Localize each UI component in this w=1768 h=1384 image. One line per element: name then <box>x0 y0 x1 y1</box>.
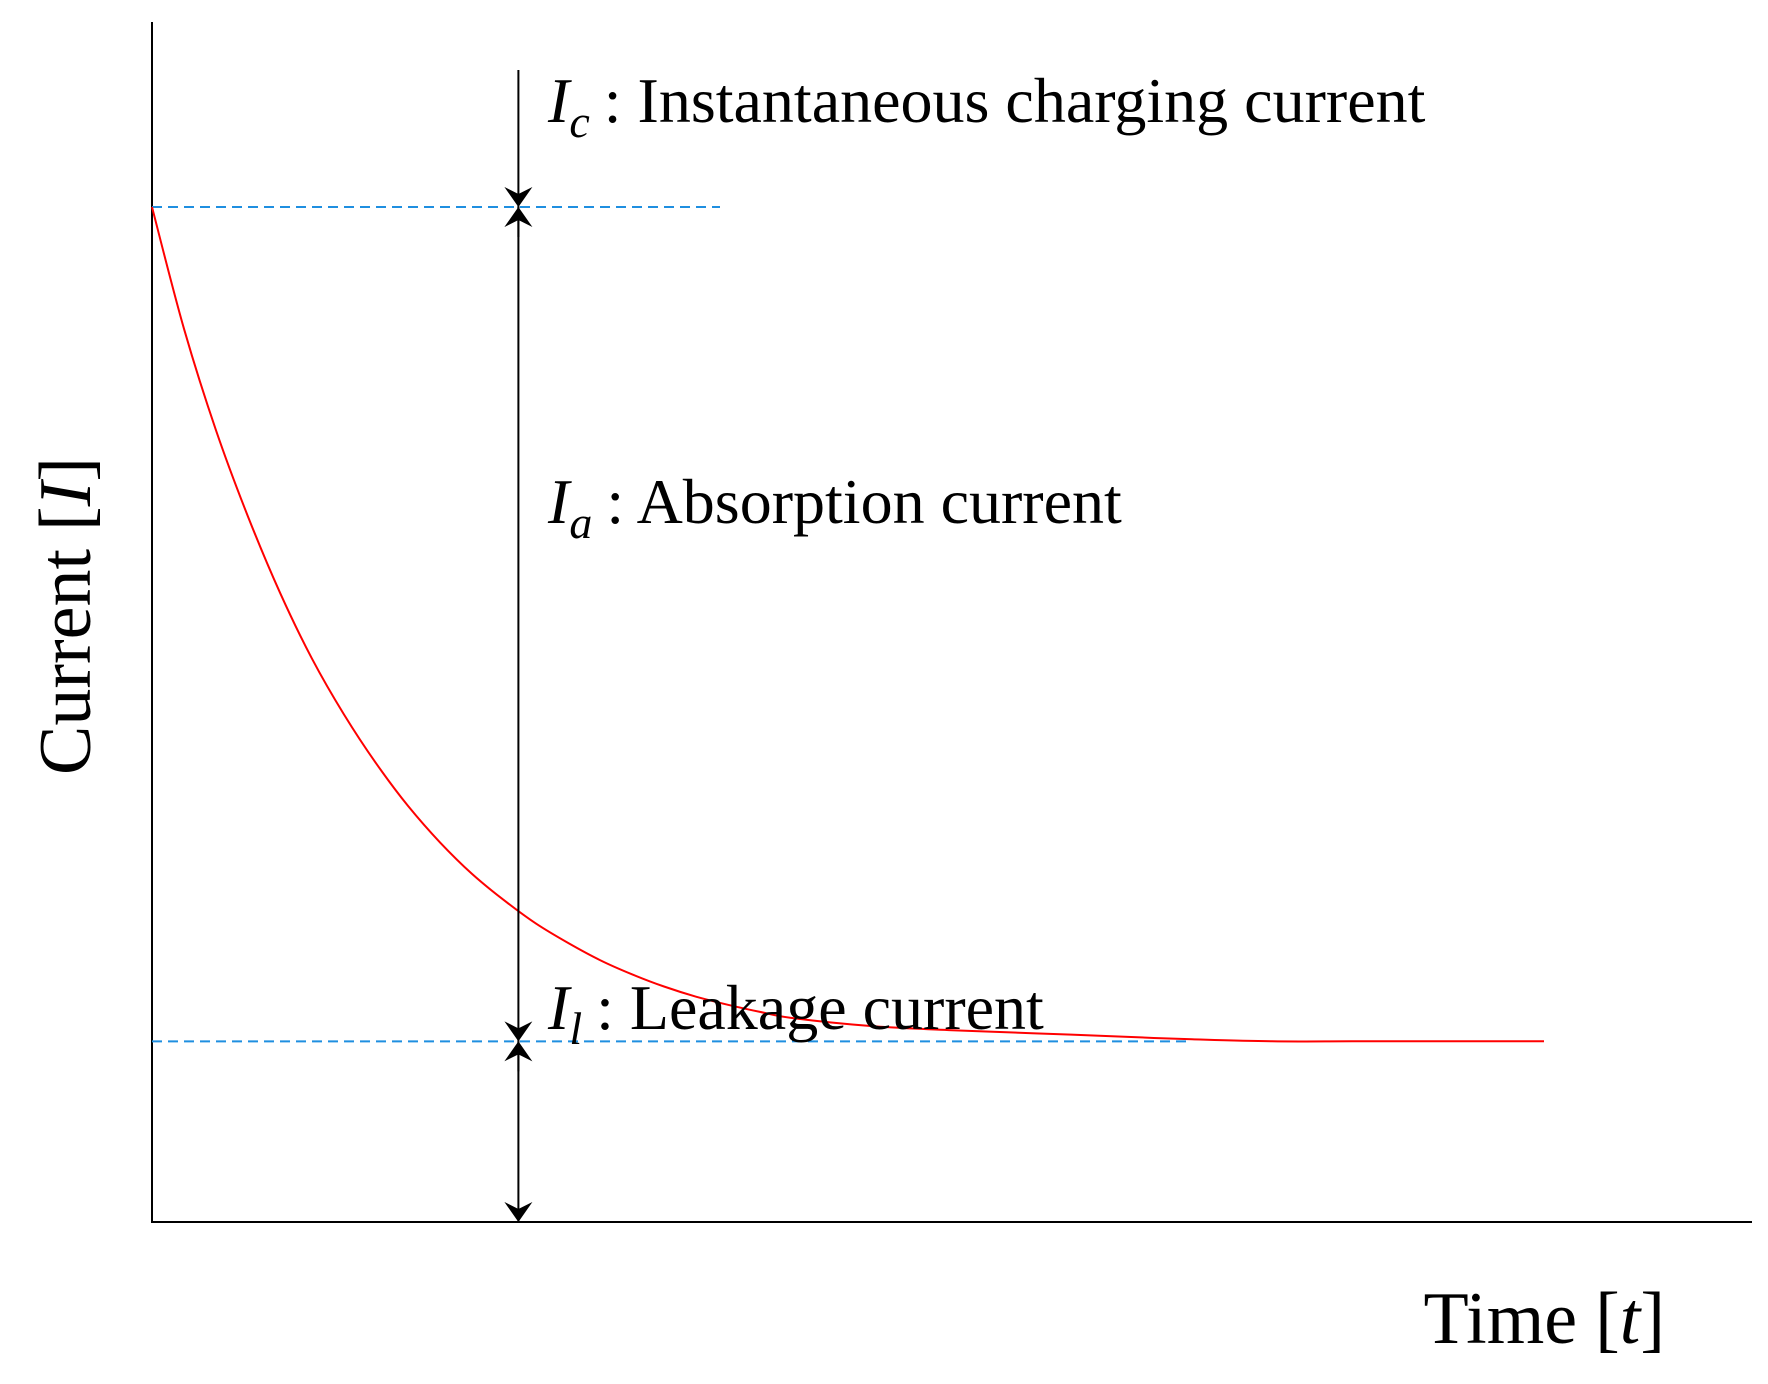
annotation-charging-subscript: c <box>569 96 589 147</box>
annotation-absorption: Ia : Absorption current <box>547 466 1122 548</box>
annotation-leakage-symbol: I <box>547 972 572 1043</box>
annotation-leakage-text: : Leakage current <box>596 972 1044 1043</box>
x-axis-label-close-bracket: ] <box>1640 1278 1665 1360</box>
y-axis-label-text: Current <box>25 549 107 775</box>
annotation-absorption-text: : Absorption current <box>606 466 1122 537</box>
series-line-0 <box>151 206 1544 1043</box>
annotation-charging: Ic : Instantaneous charging current <box>547 65 1426 147</box>
x-axis-label-symbol: t <box>1620 1278 1643 1360</box>
annotation-absorption-symbol: I <box>547 466 572 537</box>
annotation-absorption-subscript: a <box>569 497 592 548</box>
y-axis-label: Current [I] <box>25 457 107 775</box>
x-axis-label: Time [t] <box>1424 1278 1665 1360</box>
y-axis-label-symbol: I <box>25 478 107 507</box>
reference-lines <box>152 206 1192 1043</box>
axes <box>151 22 1752 1223</box>
annotation-leakage-subscript: l <box>569 1003 582 1054</box>
series-layer <box>151 206 1544 1043</box>
annotation-leakage: Il : Leakage current <box>547 972 1044 1054</box>
y-axis-label-close-bracket: ] <box>25 457 107 482</box>
annotation-charging-symbol: I <box>547 65 572 136</box>
x-axis-label-text: Time <box>1424 1278 1578 1360</box>
y-axis-label-open-bracket: [ <box>25 506 107 531</box>
x-axis-label-open-bracket: [ <box>1595 1278 1620 1360</box>
annotation-charging-text: : Instantaneous charging current <box>604 65 1426 136</box>
